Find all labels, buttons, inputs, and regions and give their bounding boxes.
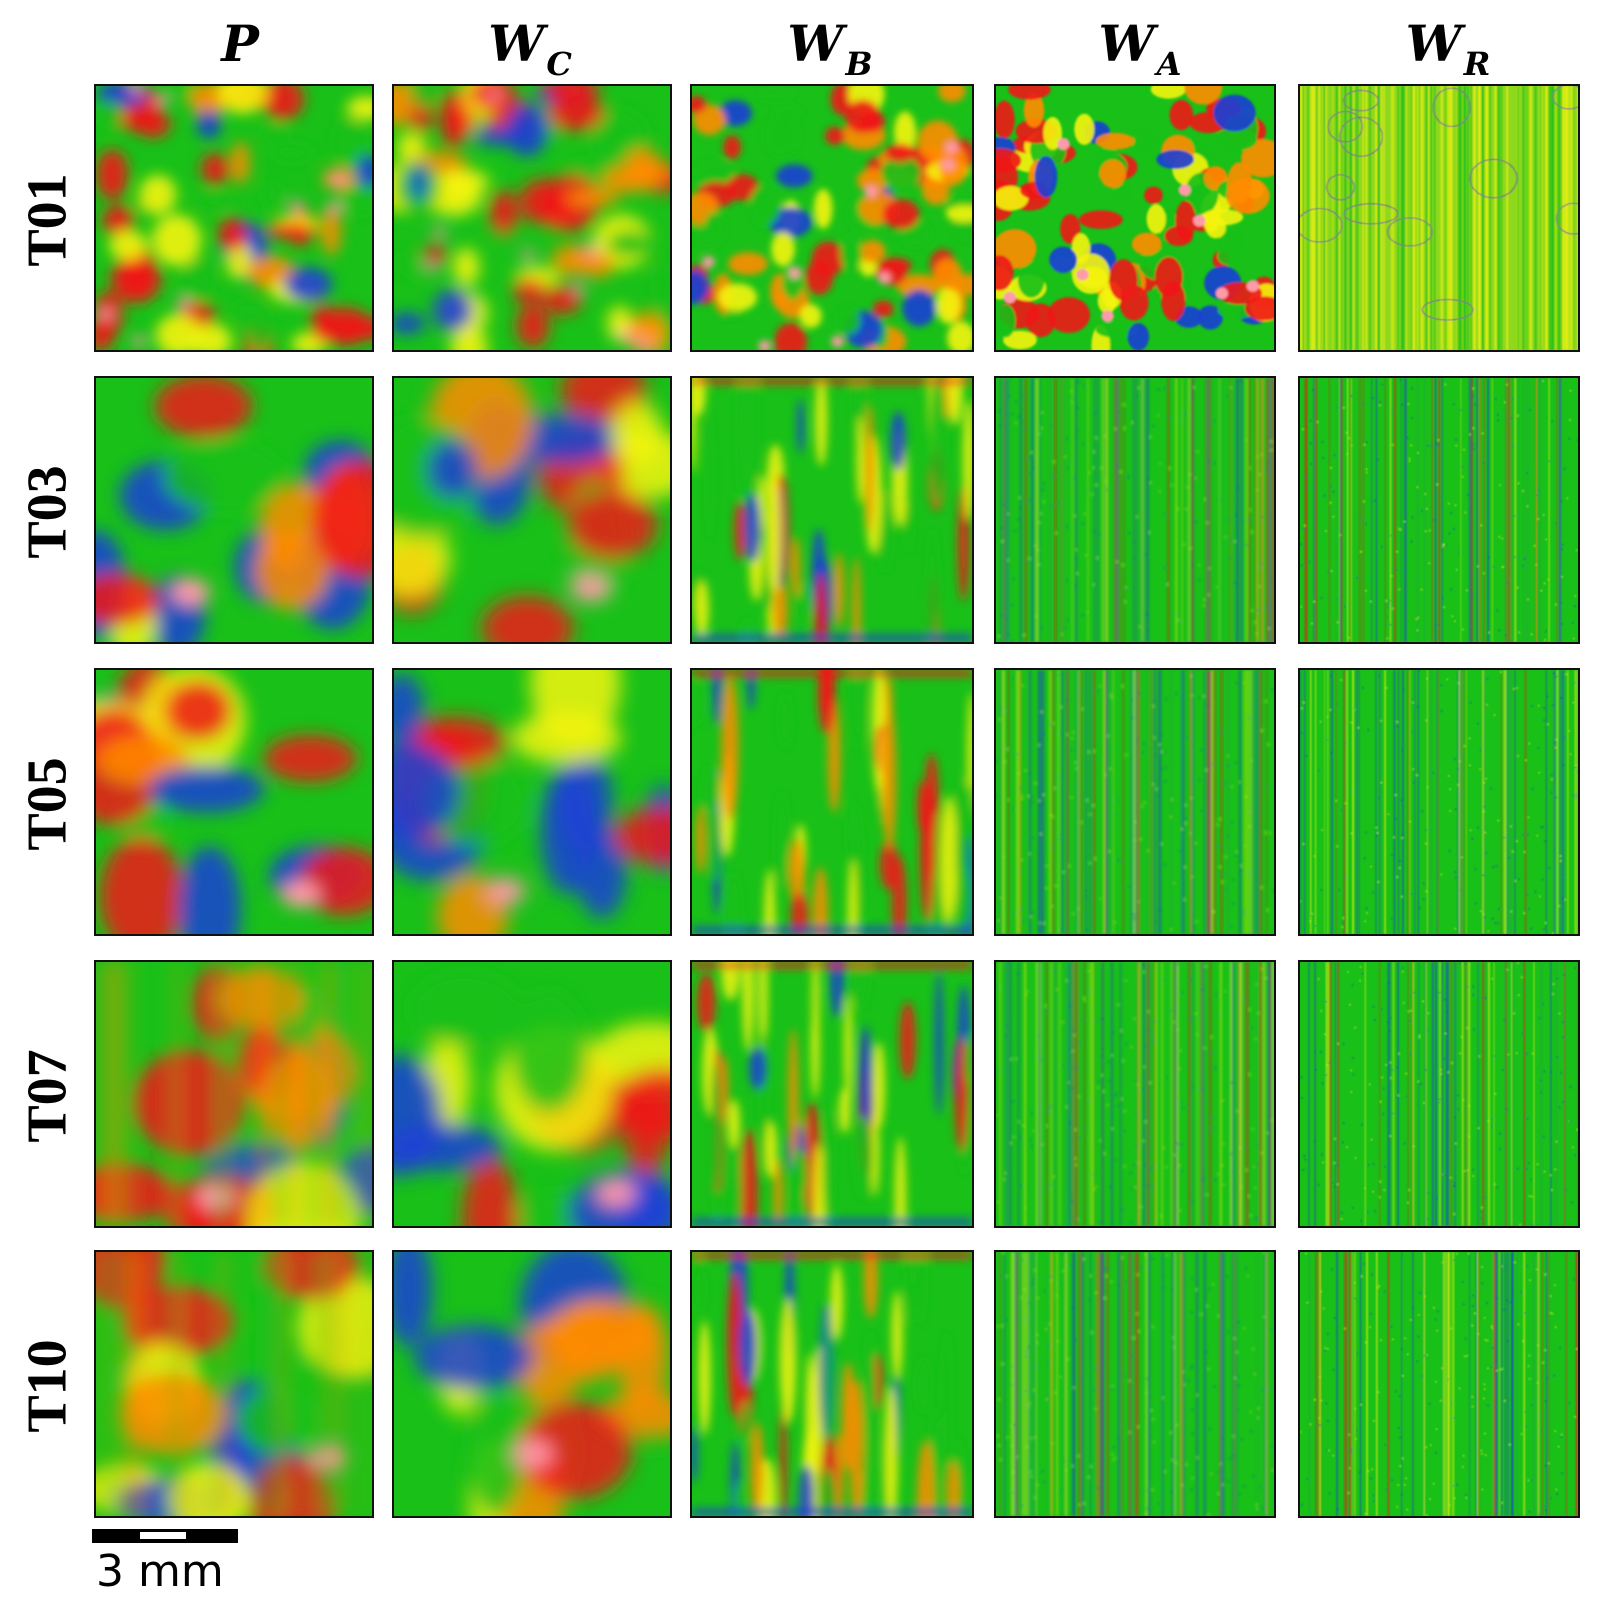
height-map [96,1252,372,1516]
height-map [692,1252,972,1516]
panel-wr-t07 [1298,960,1580,1228]
row-label: T05 [16,757,80,850]
height-map [394,670,670,934]
height-map [1300,670,1578,934]
height-map [996,1252,1274,1516]
panel-wa-t05 [994,668,1276,936]
panel-wb-t05 [690,668,974,936]
height-map [996,86,1274,350]
column-header-wb: WB [770,14,890,84]
panel-p-t07 [94,960,374,1228]
row-header-t07: T07 [8,962,88,1230]
panel-wc-t05 [392,668,672,936]
col-wb-sub: B [846,45,873,83]
height-map [996,962,1274,1226]
row-label: T07 [16,1049,80,1142]
col-wa-sub: A [1157,45,1182,83]
height-map [1300,962,1578,1226]
col-wr-sub: R [1464,45,1491,83]
height-map [394,378,670,642]
scale-bar-label: 3 mm [96,1546,224,1597]
height-map [692,670,972,934]
row-header-t03: T03 [8,378,88,646]
panel-wc-t10 [392,1250,672,1518]
row-header-t10: T10 [8,1252,88,1520]
panel-wb-t10 [690,1250,974,1518]
column-header-p: P [190,14,290,84]
row-label: T03 [16,465,80,558]
height-map [692,378,972,642]
height-map [1300,86,1578,350]
panel-wc-t03 [392,376,672,644]
row-header-t01: T01 [8,86,88,354]
panel-wr-t01 [1298,84,1580,352]
column-header-wc: WC [470,14,590,84]
height-map [1300,378,1578,642]
panel-p-t01 [94,84,374,352]
panel-wc-t01 [392,84,672,352]
row-label: T01 [16,173,80,266]
col-wr-symbol: W [1406,14,1462,73]
height-map [394,962,670,1226]
panel-wr-t10 [1298,1250,1580,1518]
texture-layer [1300,378,1578,642]
scale-bar-segment [140,1532,186,1539]
panel-wb-t03 [690,376,974,644]
col-wc-sub: C [546,45,571,83]
panel-wb-t01 [690,84,974,352]
panel-wa-t01 [994,84,1276,352]
height-map [692,86,972,350]
panel-wr-t05 [1298,668,1580,936]
height-map [394,86,670,350]
panel-p-t05 [94,668,374,936]
height-map [692,962,972,1226]
row-header-t05: T05 [8,670,88,938]
col-wa-symbol: W [1099,14,1155,73]
column-header-wa: WA [1080,14,1200,84]
height-map [394,1252,670,1516]
height-map [96,962,372,1226]
panel-p-t10 [94,1250,374,1518]
height-map [96,86,372,350]
height-map [996,670,1274,934]
panel-wa-t10 [994,1250,1276,1518]
height-map [1300,1252,1578,1516]
scale-bar [92,1529,238,1543]
panel-wc-t07 [392,960,672,1228]
row-label: T10 [16,1339,80,1432]
col-wc-symbol: W [488,14,544,73]
panel-wb-t07 [690,960,974,1228]
panel-p-t03 [94,376,374,644]
col-wb-symbol: W [787,14,843,73]
panel-wa-t07 [994,960,1276,1228]
height-map [96,378,372,642]
column-header-wr: WR [1388,14,1508,84]
height-map [96,670,372,934]
panel-wa-t03 [994,376,1276,644]
panel-wr-t03 [1298,376,1580,644]
height-map [996,378,1274,642]
